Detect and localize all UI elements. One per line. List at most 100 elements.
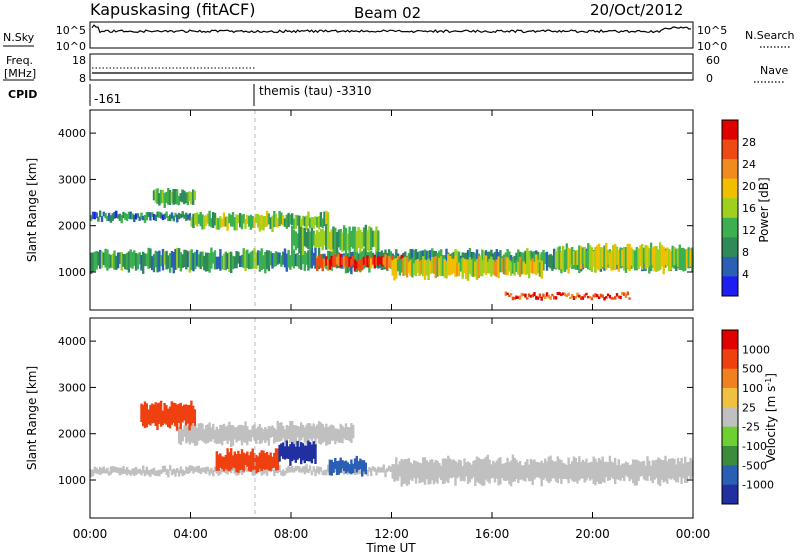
- scatter-cell: [657, 249, 660, 271]
- scatter-cell: [138, 252, 141, 265]
- scatter-cell: [296, 426, 299, 438]
- scatter-cell: [160, 212, 163, 219]
- scatter-cell: [556, 292, 559, 295]
- scatter-cell: [563, 292, 567, 297]
- scatter-cell: [667, 249, 671, 271]
- scatter-cell: [292, 444, 296, 460]
- scatter-cell: [215, 256, 218, 270]
- scatter-cell: [425, 260, 428, 276]
- scatter-cell: [391, 260, 394, 276]
- scatter-cell: [587, 243, 590, 269]
- scatter-cell: [149, 469, 152, 477]
- scatter-cell: [158, 211, 161, 218]
- scatter-cell: [181, 189, 184, 203]
- scatter-cell: [282, 469, 285, 477]
- scatter-cell: [353, 226, 357, 254]
- scatter-cell: [689, 457, 692, 480]
- scatter-cell: [395, 258, 398, 279]
- scatter-cell: [364, 224, 367, 250]
- scatter-cell: [100, 468, 104, 474]
- scatter-cell: [99, 466, 102, 475]
- scatter-cell: [492, 253, 495, 266]
- scatter-cell: [301, 227, 305, 256]
- scatter-cell: [373, 467, 376, 472]
- scatter-cell: [127, 251, 131, 273]
- scatter-cell: [637, 460, 640, 482]
- scatter-cell: [687, 247, 690, 269]
- scatter-cell: [400, 458, 403, 487]
- scatter-cell: [283, 471, 287, 476]
- scatter-cell: [623, 247, 626, 271]
- scatter-cell: [518, 460, 522, 480]
- scatter-cell: [545, 292, 549, 297]
- scatter-cell: [578, 245, 581, 274]
- scatter-cell: [251, 250, 254, 269]
- scatter-cell: [181, 254, 184, 268]
- scatter-cell: [172, 215, 175, 222]
- scatter-cell: [544, 295, 547, 299]
- scatter-cell: [621, 249, 624, 267]
- scatter-cell: [118, 252, 122, 264]
- scatter-cell: [502, 258, 506, 275]
- scatter-cell: [224, 251, 227, 271]
- scatter-cell: [140, 470, 143, 476]
- scatter-cell: [213, 212, 217, 226]
- scatter-cell: [323, 230, 326, 246]
- scatter-cell: [208, 422, 211, 442]
- scatter-cell: [352, 255, 355, 265]
- scatter-cell: [106, 215, 109, 221]
- nsky-trace: [91, 24, 692, 34]
- scatter-cell: [524, 250, 527, 267]
- scatter-cell: [395, 457, 398, 481]
- scatter-cell: [450, 460, 454, 479]
- scatter-cell: [298, 255, 301, 269]
- scatter-cell: [307, 468, 310, 474]
- scatter-cell: [673, 247, 676, 266]
- scatter-cell: [215, 451, 218, 471]
- scatter-cell: [246, 467, 249, 472]
- power-colorbar-label: Power [dB]: [757, 177, 771, 242]
- scatter-cell: [215, 217, 218, 230]
- scatter-cell: [328, 425, 332, 445]
- scatter-cell: [343, 225, 346, 251]
- scatter-cell: [334, 227, 337, 255]
- scatter-cell: [249, 251, 253, 270]
- scatter-cell: [504, 256, 507, 275]
- scatter-cell: [142, 465, 145, 474]
- scatter-cell: [294, 253, 297, 266]
- power-colorbar-tick: 16: [742, 202, 756, 215]
- scatter-cell: [230, 448, 233, 470]
- scatter-cell: [233, 256, 236, 269]
- scatter-cell: [276, 218, 279, 228]
- scatter-cell: [195, 249, 199, 267]
- scatter-cell: [319, 228, 323, 247]
- scatter-cell: [186, 214, 190, 220]
- scatter-cell: [109, 466, 113, 475]
- scatter-cell: [201, 423, 204, 442]
- scatter-cell: [508, 251, 511, 266]
- scatter-cell: [535, 254, 538, 276]
- scatter-cell: [321, 218, 324, 229]
- scatter-cell: [581, 247, 585, 265]
- scatter-cell: [100, 216, 104, 222]
- scatter-cell: [610, 250, 613, 271]
- scatter-cell: [231, 212, 235, 227]
- scatter-cell: [653, 460, 656, 480]
- scatter-cell: [588, 295, 592, 299]
- scatter-cell: [116, 252, 120, 269]
- scatter-cell: [264, 427, 267, 443]
- scatter-cell: [179, 402, 182, 429]
- scatter-cell: [265, 250, 269, 270]
- scatter-cell: [597, 458, 601, 484]
- scatter-cell: [465, 462, 468, 477]
- scatter-cell: [515, 252, 518, 267]
- power-panel: 1000 2000 3000 4000 Slant Range [km] 4 8 12 16…: [25, 109, 771, 311]
- scatter-cell: [91, 211, 95, 219]
- scatter-cell: [457, 459, 461, 477]
- scatter-cell: [544, 458, 547, 478]
- scatter-cell: [366, 230, 369, 251]
- scatter-cell: [332, 462, 335, 473]
- scatter-cell: [328, 459, 332, 476]
- scatter-cell: [553, 461, 556, 479]
- scatter-cell: [314, 233, 317, 248]
